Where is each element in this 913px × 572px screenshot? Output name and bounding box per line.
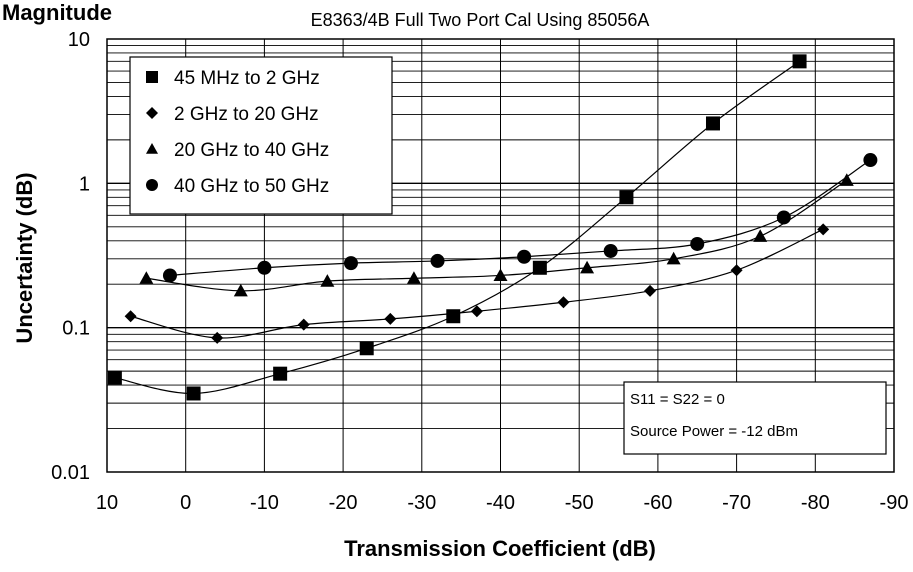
marker-circle <box>776 210 791 225</box>
marker-diamond <box>557 296 570 309</box>
x-axis-label: Transmission Coefficient (dB) <box>344 536 656 561</box>
x-tick-label: -60 <box>643 492 672 514</box>
y-axis-label: Uncertainty (dB) <box>12 172 37 343</box>
data-markers <box>107 54 878 401</box>
trend-curve <box>130 228 824 339</box>
marker-triangle <box>666 251 681 265</box>
chart-title: E8363/4B Full Two Port Cal Using 85056A <box>311 10 650 30</box>
x-tick-label: -90 <box>880 492 909 514</box>
annotation-box: S11 = S22 = 0 Source Power = -12 dBm <box>623 381 887 455</box>
legend-label: 40 GHz to 50 GHz <box>174 176 329 197</box>
legend-label: 2 GHz to 20 GHz <box>174 104 319 125</box>
marker-square <box>359 341 374 356</box>
marker-circle <box>146 179 158 191</box>
marker-diamond <box>211 331 224 344</box>
marker-square <box>619 190 634 205</box>
y-tick-labels: 10 1 0.1 0.01 <box>51 29 90 484</box>
marker-diamond <box>124 310 137 323</box>
marker-triangle <box>406 271 421 284</box>
marker-triangle <box>493 268 508 282</box>
marker-circle <box>603 243 618 258</box>
x-tick-label: -10 <box>250 492 279 514</box>
y-tick-label: 10 <box>68 29 90 51</box>
x-tick-label: -80 <box>801 492 830 514</box>
marker-square <box>107 370 122 385</box>
legend: 45 MHz to 2 GHz 2 GHz to 20 GHz 20 GHz to … <box>129 56 393 215</box>
marker-triangle <box>753 229 768 242</box>
marker-circle <box>517 249 532 264</box>
marker-square <box>186 386 201 401</box>
y-tick-label: 0.01 <box>51 462 90 484</box>
page-heading: Magnitude <box>2 0 112 25</box>
annotation-frame <box>623 381 887 455</box>
plot-frame <box>106 38 895 473</box>
x-tick-label: -20 <box>329 492 358 514</box>
x-tick-label: -30 <box>407 492 436 514</box>
marker-diamond <box>384 312 397 325</box>
marker-circle <box>863 153 878 168</box>
marker-triangle <box>839 173 854 186</box>
marker-square <box>146 71 158 83</box>
marker-square <box>705 116 720 131</box>
marker-diamond <box>470 305 483 318</box>
marker-diamond <box>817 223 830 236</box>
x-tick-labels: 10 0 -10 -20 -30 -40 -50 -60 -70 -80 -90 <box>96 492 909 514</box>
x-tick-label: -70 <box>722 492 751 514</box>
marker-circle <box>257 260 272 275</box>
marker-triangle <box>233 283 248 297</box>
marker-square <box>273 366 288 381</box>
marker-circle <box>430 253 445 268</box>
marker-triangle <box>146 143 158 154</box>
x-tick-label: 0 <box>180 492 191 514</box>
marker-square <box>792 54 807 69</box>
x-tick-label: -50 <box>565 492 594 514</box>
marker-circle <box>162 268 177 283</box>
legend-label: 45 MHz to 2 GHz <box>174 68 320 89</box>
x-tick-label: 10 <box>96 492 118 514</box>
marker-diamond <box>146 107 158 119</box>
marker-diamond <box>730 264 743 277</box>
marker-square <box>446 309 461 324</box>
annotation-line-1: S11 = S22 = 0 <box>630 391 725 408</box>
marker-circle <box>690 236 705 251</box>
marker-circle <box>343 256 358 271</box>
marker-triangle <box>139 271 154 284</box>
marker-triangle <box>580 260 595 274</box>
y-tick-label: 0.1 <box>62 318 90 340</box>
marker-square <box>532 260 547 275</box>
legend-label: 20 GHz to 40 GHz <box>174 140 329 161</box>
marker-diamond <box>644 284 657 297</box>
x-tick-label: -40 <box>486 492 515 514</box>
marker-diamond <box>297 318 310 331</box>
marker-triangle <box>320 274 335 287</box>
annotation-line-2: Source Power = -12 dBm <box>630 423 798 440</box>
legend-box <box>129 56 393 215</box>
y-tick-label: 1 <box>79 173 90 195</box>
